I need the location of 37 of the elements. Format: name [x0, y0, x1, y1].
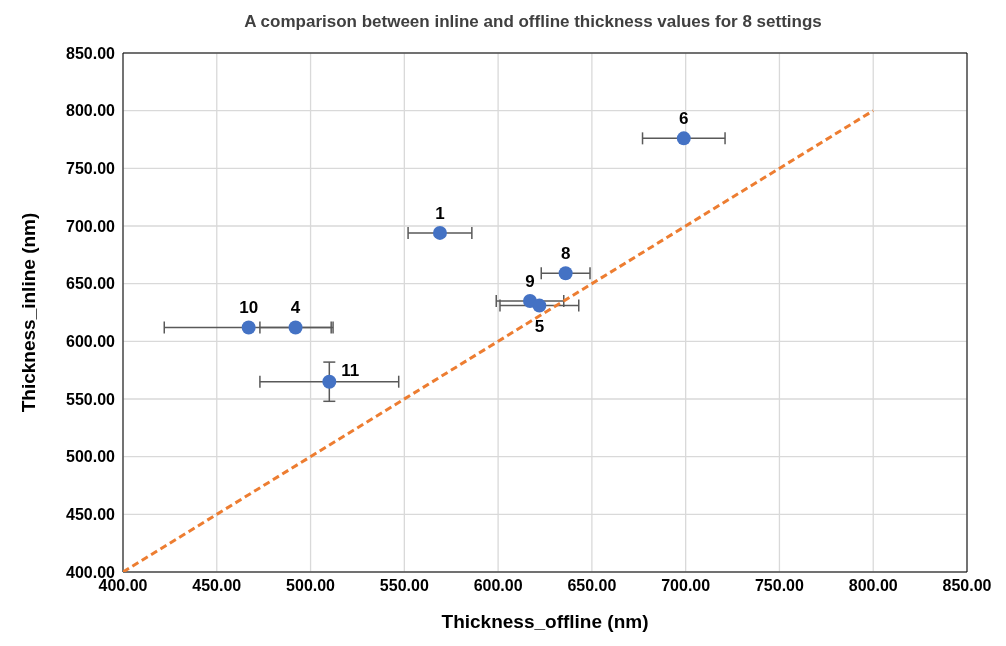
point	[322, 374, 337, 389]
y-tick-label: 750.00	[66, 160, 116, 178]
point	[532, 298, 547, 313]
x-tick-label: 400.00	[98, 577, 148, 595]
point	[558, 266, 573, 281]
annotation: 10	[239, 298, 259, 318]
y-tick-label: 500.00	[66, 448, 116, 466]
annotation: 8	[560, 244, 571, 264]
x-tick-label: 850.00	[942, 577, 992, 595]
chart-title: A comparison between inline and offline thickness values for 8 settings	[243, 11, 823, 32]
annotation: 11	[341, 360, 360, 380]
y-axis-title: Thickness_inline (nm)	[17, 212, 39, 413]
x-tick-label: 550.00	[379, 577, 429, 595]
y-tick-label: 700.00	[66, 217, 116, 235]
x-tick-label: 800.00	[848, 577, 898, 595]
x-tick-label: 650.00	[567, 577, 617, 595]
y-tick-label: 450.00	[66, 506, 116, 524]
annotation: 4	[290, 298, 301, 318]
y-tick-label: 600.00	[66, 333, 116, 351]
annotation: 1	[435, 203, 445, 223]
annotation: 5	[534, 316, 545, 336]
x-axis-title: Thickness_offline (nm)	[441, 611, 649, 632]
x-tick-label: 450.00	[192, 577, 242, 595]
x-tick-label: 500.00	[286, 577, 336, 595]
point	[676, 131, 691, 146]
point	[241, 320, 256, 335]
point	[288, 320, 303, 335]
y-tick-label: 550.00	[66, 390, 116, 408]
y-tick-label: 800.00	[66, 102, 116, 120]
annotation: 6	[679, 109, 689, 129]
x-tick-label: 700.00	[661, 577, 711, 595]
x-tick-label: 600.00	[473, 577, 523, 595]
y-tick-label: 850.00	[66, 44, 116, 62]
x-tick-label: 750.00	[754, 577, 805, 595]
point	[432, 225, 447, 240]
y-tick-label: 650.00	[66, 275, 116, 293]
annotation: 9	[525, 271, 535, 291]
